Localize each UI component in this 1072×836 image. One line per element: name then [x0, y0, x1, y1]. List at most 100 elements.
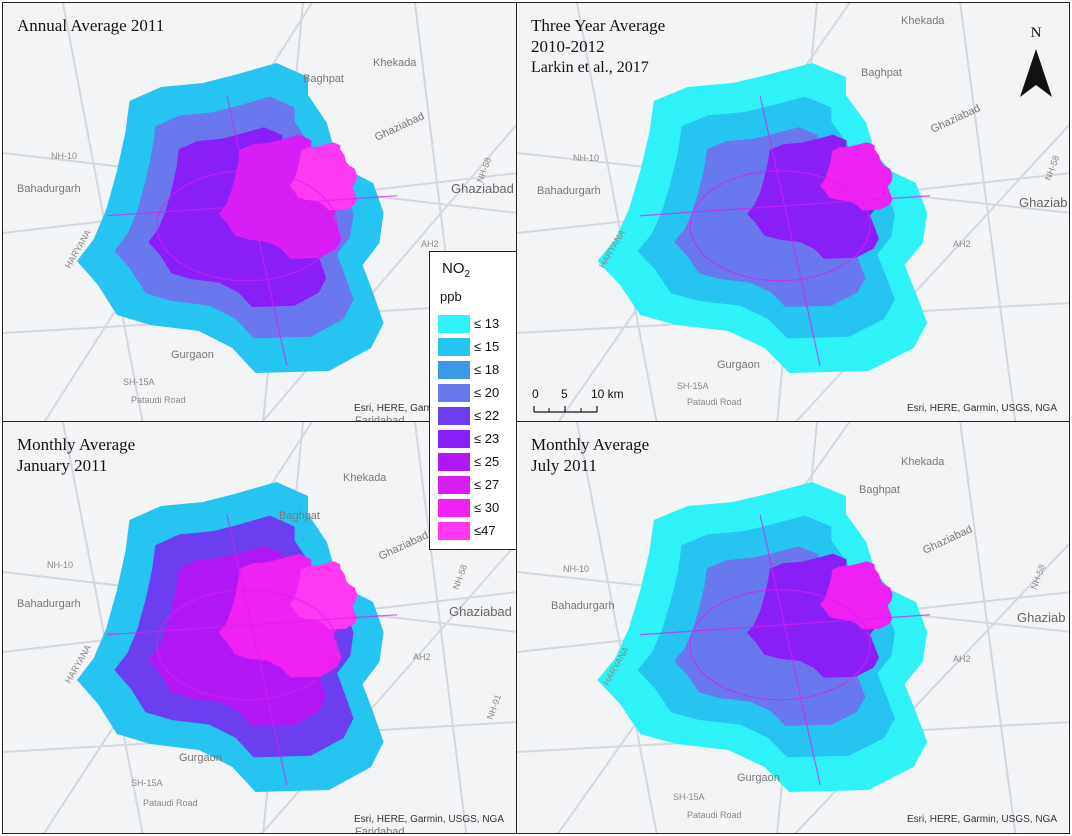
road-label-ah2: AH2 — [953, 654, 971, 664]
map-attribution: Esri, HERE, Garmin, USGS, NGA — [353, 403, 504, 414]
map-svg-annual — [3, 3, 516, 422]
north-arrow: N — [1019, 25, 1053, 105]
panel-title: Monthly Average January 2011 — [17, 434, 135, 476]
place-label-bahadurgarh: Bahadurgarh — [17, 183, 81, 195]
city-roads — [640, 95, 931, 366]
road-label-ah2: AH2 — [421, 239, 439, 249]
panel-title-line: Annual Average 2011 — [17, 16, 165, 35]
panel-title-line: Monthly Average — [531, 435, 650, 454]
road-label-pataudi: Pataudi Road — [687, 397, 742, 407]
legend-class-row: ≤ 20 — [438, 383, 516, 402]
panel-title-line: July 2011 — [531, 456, 597, 475]
legend-class-row: ≤47 — [438, 521, 516, 540]
map-svg-january — [3, 422, 516, 833]
north-arrow-icon — [1020, 49, 1052, 97]
road-label-pataudi: Pataudi Road — [143, 798, 198, 808]
road-label-ah2: AH2 — [413, 652, 431, 662]
place-label-baghpat: Baghpat — [303, 73, 344, 85]
place-label-ghaziabad: Ghaziab — [1019, 195, 1068, 210]
road-label-nh10: NH-10 — [573, 153, 600, 163]
place-label-bahadurgarh: Bahadurgarh — [551, 600, 615, 612]
place-label-baghpat: Baghpat — [859, 484, 900, 496]
place-label-ghaziabad: Ghaziab — [1017, 610, 1066, 625]
place-label-gurgaon: Gurgaon — [737, 772, 780, 784]
north-arrow-label: N — [1030, 25, 1042, 41]
scale-bar-tick-label: 0 — [532, 387, 539, 401]
legend-swatch — [438, 476, 470, 494]
legend-class-row: ≤ 30 — [438, 498, 516, 517]
legend-swatch — [438, 430, 470, 448]
city-roads — [106, 95, 397, 366]
no2-surface — [597, 482, 928, 792]
legend-swatch — [438, 384, 470, 402]
map-legend: NO2 ppb ≤ 13 ≤ 15 ≤ 18 ≤ 20 ≤ 22 ≤ 23 ≤ 25 ≤ 27… — [429, 251, 517, 550]
place-label-khekada: Khekada — [901, 456, 945, 468]
place-label-khekada: Khekada — [343, 472, 387, 484]
legend-title: NO2 — [442, 260, 470, 280]
legend-class-row: ≤ 13 — [438, 314, 516, 333]
place-label-gurgaon: Gurgaon — [717, 359, 760, 371]
place-label-bahadurgarh: Bahadurgarh — [537, 185, 601, 197]
legend-swatch — [438, 338, 470, 356]
road-label-sh15a: SH-15A — [123, 377, 155, 387]
place-label-khekada: Khekada — [373, 57, 417, 69]
legend-class-label: ≤ 13 — [474, 316, 500, 331]
place-label-khekada: Khekada — [901, 15, 945, 27]
no2-surface — [77, 63, 384, 373]
panel-title: Three Year Average 2010-2012 Larkin et a… — [531, 15, 665, 78]
road-label-sh15a: SH-15A — [677, 381, 709, 391]
legend-class-label: ≤ 25 — [474, 454, 500, 469]
map-panel-july-average: Monthly Average July 2011 Khekada Baghpa… — [516, 421, 1070, 834]
no2-surface — [77, 482, 384, 792]
panel-title-line: January 2011 — [17, 456, 108, 475]
legend-class-row: ≤ 23 — [438, 429, 516, 448]
legend-swatch — [438, 499, 470, 517]
map-attribution: Esri, HERE, Garmin, USGS, NGA — [906, 814, 1057, 825]
map-svg-july — [517, 422, 1069, 833]
map-panel-three-year-average: Three Year Average 2010-2012 Larkin et a… — [516, 2, 1070, 423]
road-label-pataudi: Pataudi Road — [687, 810, 742, 820]
place-label-gurgaon: Gurgaon — [179, 752, 222, 764]
panel-title: Annual Average 2011 — [17, 15, 164, 36]
legend-unit: ppb — [440, 289, 462, 304]
panel-citation: Larkin et al., 2017 — [531, 59, 649, 76]
map-attribution: Esri, HERE, Garmin, USGS, NGA — [906, 403, 1057, 414]
no2-surface — [597, 63, 928, 373]
place-label-baghpat: Baghpat — [861, 67, 902, 79]
panel-title-line: Monthly Average — [17, 435, 136, 454]
panel-title: Monthly Average July 2011 — [531, 434, 649, 476]
scale-bar-tick-label: 5 — [561, 387, 568, 401]
legend-class-row: ≤ 18 — [438, 360, 516, 379]
city-roads — [106, 514, 397, 785]
scale-bar: 0 5 10 km — [531, 387, 641, 417]
place-label-baghpat: Baghpat — [279, 510, 320, 522]
legend-swatch — [438, 522, 470, 540]
legend-title-subscript: 2 — [464, 269, 471, 280]
legend-swatch — [438, 361, 470, 379]
place-label-faridabad: Faridabad — [355, 415, 405, 423]
legend-class-row: ≤ 27 — [438, 475, 516, 494]
road-label-ah2: AH2 — [953, 239, 971, 249]
legend-class-label: ≤ 27 — [474, 477, 500, 492]
place-label-bahadurgarh: Bahadurgarh — [17, 598, 81, 610]
legend-class-label: ≤ 22 — [474, 408, 500, 423]
legend-swatch — [438, 315, 470, 333]
legend-class-row: ≤ 15 — [438, 337, 516, 356]
road-label-nh10: NH-10 — [51, 151, 78, 161]
city-roads — [640, 514, 931, 785]
scale-bar-tick-label: 10 km — [591, 387, 624, 401]
legend-class-label: ≤ 20 — [474, 385, 500, 400]
legend-swatch — [438, 407, 470, 425]
road-label-sh15a: SH-15A — [131, 778, 163, 788]
legend-class-label: ≤ 30 — [474, 500, 500, 515]
map-svg-three-year — [517, 3, 1069, 422]
place-label-ghaziabad: Ghaziabad — [451, 181, 514, 196]
legend-class-row: ≤ 25 — [438, 452, 516, 471]
legend-class-label: ≤ 18 — [474, 362, 500, 377]
panel-title-line: Three Year Average — [531, 16, 666, 35]
scale-bar-line — [533, 406, 598, 413]
map-panel-annual-average: Annual Average 2011 Khekada Baghpat Ghaz… — [2, 2, 517, 423]
place-label-ghaziabad: Ghaziabad — [449, 604, 512, 619]
road-label-sh15a: SH-15A — [673, 792, 705, 802]
legend-class-label: ≤ 15 — [474, 339, 500, 354]
